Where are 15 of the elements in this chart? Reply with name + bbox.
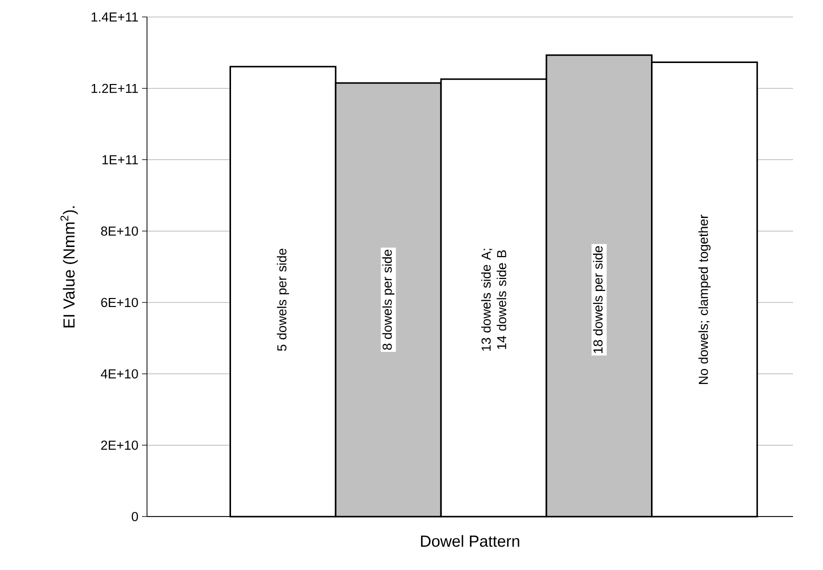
x-tick-label: No dowels; clamped together	[698, 214, 711, 384]
x-tick-label: 13 dowels side A; 14 dowels side B	[481, 248, 506, 351]
y-tick-label: 6E+10	[101, 298, 138, 308]
x-tick-label: 5 dowels per side	[276, 248, 290, 351]
y-tick-label: 1.4E+11	[92, 12, 138, 22]
x-axis-title: Dowel Pattern	[421, 535, 520, 547]
y-tick-label: 0	[132, 512, 138, 522]
y-tick-label: 1E+11	[102, 155, 138, 164]
y-tick-label: 8E+10	[101, 226, 138, 236]
x-tick-label: 18 dowels per side	[593, 246, 606, 353]
y-axis-title: EI Value (Nmm$^{2}$).	[60, 206, 78, 328]
y-tick-label: 2E+10	[101, 440, 138, 450]
y-tick-label: 1.2E+11	[92, 84, 138, 93]
x-tick-label: 8 dowels per side	[382, 250, 394, 350]
y-tick-label: 4E+10	[100, 369, 138, 378]
